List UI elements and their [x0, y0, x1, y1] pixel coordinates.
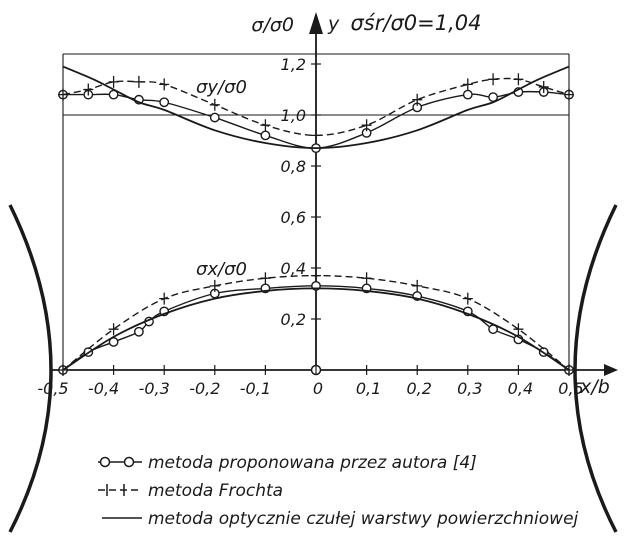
series-line-optical-sigma_y [62, 65, 570, 150]
title: σśr/σ0=1,04 [351, 11, 482, 35]
x-tick-label: 0,4 [508, 379, 533, 398]
y-tick-label: 0,4 [281, 259, 306, 278]
y-axis-name: y [327, 13, 340, 35]
marker-frocht-sigma_x [260, 272, 271, 285]
legend-item-frocht: metoda Frochta [98, 481, 283, 501]
marker-frocht-sigma_y [538, 80, 549, 93]
marker-frocht-sigma_y [361, 119, 372, 132]
legend-author-marker-1 [99, 456, 111, 468]
marker-author-sigma_x [133, 326, 144, 337]
marker-frocht-sigma_y [209, 98, 220, 111]
marker-frocht-sigma_y [260, 119, 271, 132]
marker-frocht-sigma_x [311, 269, 321, 282]
marker-frocht-sigma_y [488, 73, 499, 86]
x-tick-label: -0,1 [240, 379, 271, 398]
marker-frocht-sigma_x [159, 292, 170, 305]
x-tick-label: -0,5 [37, 379, 68, 398]
x-axis-label: x/b [579, 376, 610, 398]
marker-frocht-sigma_y [133, 75, 144, 88]
sigma-x-curve-label: σx/σ0 [196, 259, 247, 280]
x-tick-label: -0,2 [189, 379, 220, 398]
marker-frocht-sigma_y [564, 88, 574, 101]
left-notch-boundary [8, 204, 53, 533]
marker-author-sigma_y [209, 112, 220, 123]
marker-frocht-sigma_y [83, 83, 94, 96]
y-axis-label: σ/σ0 [251, 14, 294, 36]
legend-label-frocht: metoda Frochta [148, 481, 283, 501]
y-axis-arrow [309, 12, 323, 34]
marker-author-sigma_y [159, 97, 170, 108]
legend-item-optical: metoda optycznie czułej warstwy powierzc… [102, 509, 579, 529]
axes [52, 12, 618, 376]
marker-frocht-sigma_x [361, 272, 372, 285]
legend-author-marker-2 [123, 456, 135, 468]
marker-author-sigma_y [260, 130, 271, 141]
x-tick-label: -0,4 [88, 379, 119, 398]
series-layer [58, 65, 574, 376]
series-line-author-sigma_x [62, 285, 570, 371]
marker-frocht-sigma_y [159, 78, 170, 91]
y-tick-label: 0,8 [281, 157, 306, 176]
marker-frocht-sigma_y [311, 129, 321, 142]
marker-frocht-sigma_y [58, 88, 68, 101]
legend-label-optical: metoda optycznie czułej warstwy powierzc… [148, 509, 579, 529]
legend-item-author: metoda proponowana przez autora [4] [98, 453, 477, 473]
sigma-y-curve-label: σy/σ0 [196, 77, 247, 98]
y-tick-label: 0,2 [281, 310, 306, 329]
x-tick-label: 0,5 [558, 379, 583, 398]
marker-frocht-sigma_x [108, 323, 119, 336]
marker-frocht-sigma_x [513, 323, 524, 336]
y-tick-label: 0,6 [281, 208, 306, 227]
x-tick-label: -0,3 [139, 379, 170, 398]
y-tick-label: 1,2 [281, 55, 306, 74]
x-axis-arrow [604, 364, 618, 376]
marker-frocht-sigma_x [462, 292, 473, 305]
marker-frocht-sigma_x [209, 279, 220, 292]
series-line-optical-sigma_x [62, 287, 570, 371]
legend: metoda proponowana przez autora [4] meto… [98, 453, 579, 529]
tick-labels: -0,5 -0,4 -0,3 -0,2 -0,1 0 0,1 0,2 0,3 0,4 0,5 0,2 0… [37, 55, 583, 398]
marker-frocht-sigma_y [412, 93, 423, 106]
x-tick-label: 0 [313, 379, 323, 398]
x-tick-label: 0,3 [457, 379, 482, 398]
marker-frocht-sigma_y [513, 73, 524, 86]
y-tick-label: 1,0 [281, 106, 306, 125]
marker-author-sigma_y [462, 89, 473, 100]
x-tick-label: 0,1 [356, 379, 381, 398]
marker-frocht-sigma_y [462, 78, 473, 91]
legend-label-author: metoda proponowana przez autora [4] [148, 453, 477, 473]
marker-frocht-sigma_y [108, 75, 119, 88]
x-tick-label: 0,2 [406, 379, 431, 398]
marker-frocht-sigma_x [412, 279, 423, 292]
